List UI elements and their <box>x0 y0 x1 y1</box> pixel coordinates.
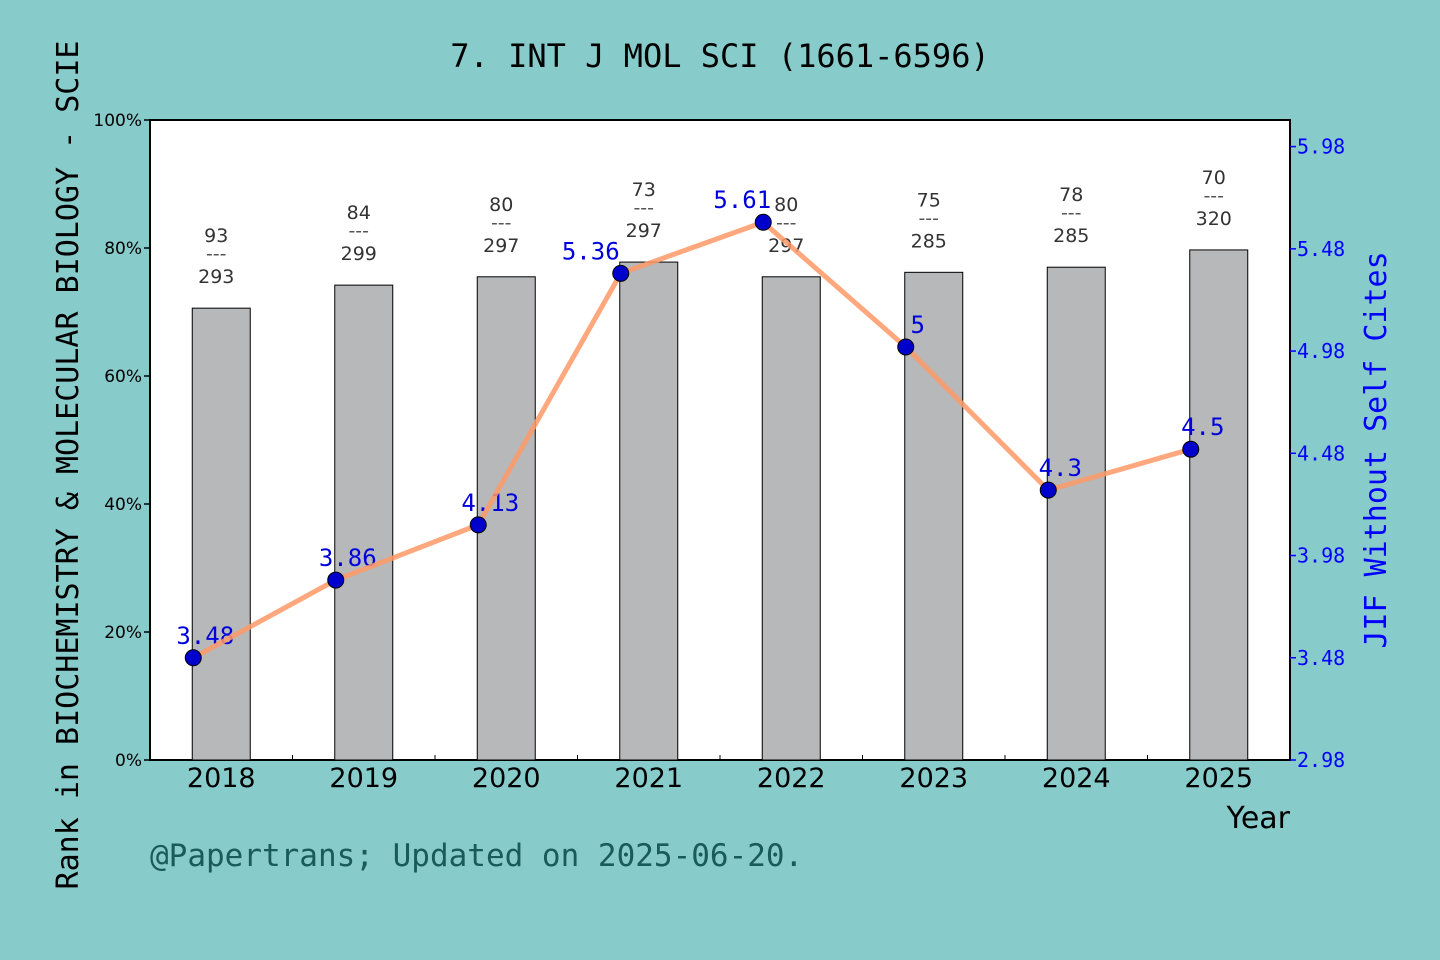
y-axis-left-label: Rank in BIOCHEMISTRY & MOLECULAR BIOLOGY… <box>51 41 86 890</box>
y-right-tick-label: 4.98 <box>1297 339 1345 363</box>
rank-separator: --- <box>1203 185 1224 207</box>
bar-2020 <box>476 276 536 761</box>
x-tick-label-2025: 2025 <box>1184 763 1253 794</box>
x-tick-label-2024: 2024 <box>1042 763 1111 794</box>
jif-label-2022: 5.61 <box>713 186 771 214</box>
x-tick-label-2022: 2022 <box>757 763 826 794</box>
bar-2018 <box>191 307 251 761</box>
chart-title: 7. INT J MOL SCI (1661-6596) <box>450 37 989 75</box>
x-tick-label-2018: 2018 <box>187 763 256 794</box>
y-right-tick-label: 5.98 <box>1297 135 1345 159</box>
jif-point-2018 <box>184 649 202 667</box>
jif-point-2024 <box>1039 481 1057 499</box>
jif-point-2023 <box>897 338 915 356</box>
rank-total: 297 <box>626 220 662 242</box>
rank-value: 84 <box>347 202 371 224</box>
y-right-tick-label: 2.98 <box>1297 748 1345 772</box>
y-right-tick-label: 5.48 <box>1297 237 1345 261</box>
rank-separator: --- <box>348 220 369 242</box>
rank-label-2019: 84---299 <box>341 202 377 265</box>
rank-label-2018: 93---293 <box>198 225 234 288</box>
x-tick-label-2020: 2020 <box>472 763 541 794</box>
rank-label-2020: 80---297 <box>483 194 519 257</box>
y-left-tick-label: 60% <box>104 367 142 387</box>
rank-separator: --- <box>491 212 512 234</box>
rank-value: 75 <box>917 189 941 211</box>
rank-label-2025: 70---320 <box>1196 167 1232 230</box>
rank-separator: --- <box>633 197 654 219</box>
y-left-tick-label: 40% <box>104 495 142 515</box>
y-right-tick-label: 4.48 <box>1297 441 1345 465</box>
rank-label-2021: 73---297 <box>626 179 662 242</box>
y-left-tick-label: 0% <box>115 751 142 771</box>
rank-separator: --- <box>206 243 227 265</box>
x-axis-label: Year <box>1225 801 1290 836</box>
jif-label-2018: 3.48 <box>176 622 234 650</box>
jif-label-2021: 5.36 <box>562 237 620 265</box>
rank-total: 297 <box>483 235 519 257</box>
y-left-tick-label: 100% <box>93 111 142 131</box>
rank-value: 80 <box>489 194 513 216</box>
rank-separator: --- <box>776 212 797 234</box>
plot-area <box>149 119 1291 761</box>
y-right-tick-label: 3.48 <box>1297 646 1345 670</box>
rank-total: 285 <box>911 230 947 252</box>
y-left-tick-label: 80% <box>104 239 142 259</box>
bar-2022 <box>761 276 821 761</box>
y-right-tick-label: 3.98 <box>1297 544 1345 568</box>
y-axis-right-label: JIF Without Self Cites <box>1359 251 1394 648</box>
jif-point-2021 <box>612 264 630 282</box>
jif-point-2022 <box>754 213 772 231</box>
rank-separator: --- <box>1061 202 1082 224</box>
jif-label-2024: 4.3 <box>1039 454 1082 482</box>
x-tick-label-2019: 2019 <box>329 763 398 794</box>
jif-point-2025 <box>1182 440 1200 458</box>
rank-label-2024: 78---285 <box>1053 184 1089 247</box>
bar-2021 <box>619 261 679 761</box>
rank-value: 80 <box>774 194 798 216</box>
jif-point-2020 <box>469 516 487 534</box>
rank-value: 93 <box>204 225 228 247</box>
rank-label-2023: 75---285 <box>911 189 947 252</box>
rank-value: 78 <box>1059 184 1083 206</box>
jif-point-2019 <box>327 571 345 589</box>
jif-label-2025: 4.5 <box>1181 413 1224 441</box>
rank-separator: --- <box>918 207 939 229</box>
bar-2025 <box>1189 249 1249 761</box>
rank-total: 299 <box>341 243 377 265</box>
footer-credit: @Papertrans; Updated on 2025-06-20. <box>150 838 803 874</box>
bar-2024 <box>1046 266 1106 761</box>
bar-2019 <box>334 284 394 761</box>
rank-total: 293 <box>198 266 234 288</box>
x-tick-label-2021: 2021 <box>614 763 683 794</box>
y-left-tick-label: 20% <box>104 623 142 643</box>
jif-label-2023: 5 <box>911 311 925 339</box>
rank-value: 70 <box>1202 167 1226 189</box>
jif-line <box>192 219 1192 660</box>
rank-total: 285 <box>1053 225 1089 247</box>
rank-value: 73 <box>632 179 656 201</box>
rank-total: 320 <box>1196 208 1232 230</box>
x-tick-label-2023: 2023 <box>899 763 968 794</box>
